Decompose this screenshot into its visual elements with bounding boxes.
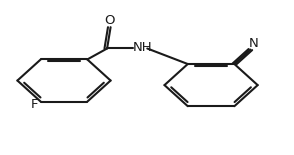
Text: NH: NH	[133, 41, 153, 54]
Text: F: F	[31, 98, 38, 111]
Text: N: N	[249, 37, 259, 50]
Text: O: O	[104, 14, 114, 27]
